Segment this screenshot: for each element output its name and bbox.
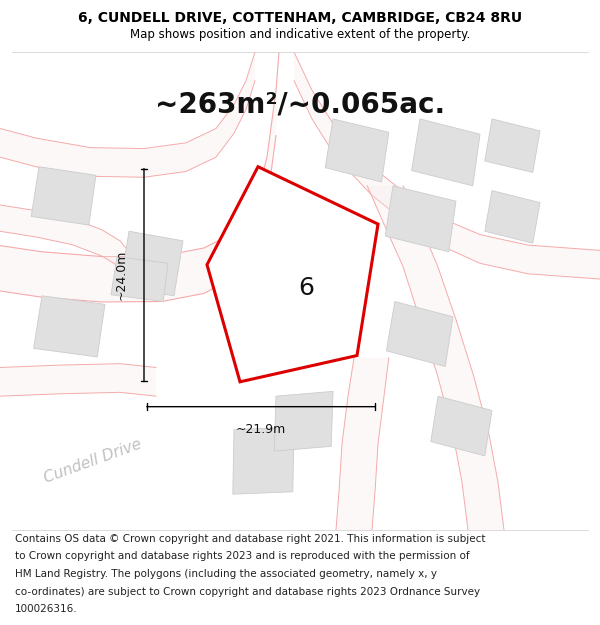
Text: 100026316.: 100026316. (15, 604, 77, 614)
Polygon shape (412, 119, 480, 186)
Text: 6: 6 (298, 276, 314, 300)
Polygon shape (336, 358, 389, 530)
Polygon shape (34, 296, 105, 357)
Polygon shape (431, 396, 492, 456)
Polygon shape (485, 191, 540, 243)
Polygon shape (385, 186, 456, 252)
Polygon shape (0, 52, 255, 177)
Polygon shape (485, 119, 540, 172)
Text: to Crown copyright and database rights 2023 and is reproduced with the permissio: to Crown copyright and database rights 2… (15, 551, 470, 561)
Polygon shape (0, 52, 279, 302)
Text: ~21.9m: ~21.9m (236, 423, 286, 436)
Polygon shape (207, 167, 378, 382)
Polygon shape (252, 214, 321, 286)
Text: HM Land Registry. The polygons (including the associated geometry, namely x, y: HM Land Registry. The polygons (includin… (15, 569, 437, 579)
Polygon shape (120, 231, 183, 296)
Polygon shape (274, 391, 333, 451)
Text: co-ordinates) are subject to Crown copyright and database rights 2023 Ordnance S: co-ordinates) are subject to Crown copyr… (15, 586, 480, 596)
Text: ~263m²/~0.065ac.: ~263m²/~0.065ac. (155, 91, 445, 119)
Polygon shape (233, 428, 294, 494)
Polygon shape (111, 257, 168, 301)
Polygon shape (325, 119, 389, 182)
Polygon shape (0, 364, 156, 396)
Polygon shape (294, 52, 600, 279)
Text: ~24.0m: ~24.0m (115, 250, 128, 300)
Text: Cundell Drive: Cundell Drive (42, 436, 144, 486)
Polygon shape (0, 205, 132, 281)
Text: Contains OS data © Crown copyright and database right 2021. This information is : Contains OS data © Crown copyright and d… (15, 534, 485, 544)
Polygon shape (367, 186, 504, 530)
Text: Map shows position and indicative extent of the property.: Map shows position and indicative extent… (130, 28, 470, 41)
Polygon shape (31, 167, 96, 225)
Text: 6, CUNDELL DRIVE, COTTENHAM, CAMBRIDGE, CB24 8RU: 6, CUNDELL DRIVE, COTTENHAM, CAMBRIDGE, … (78, 11, 522, 26)
Polygon shape (386, 301, 453, 366)
